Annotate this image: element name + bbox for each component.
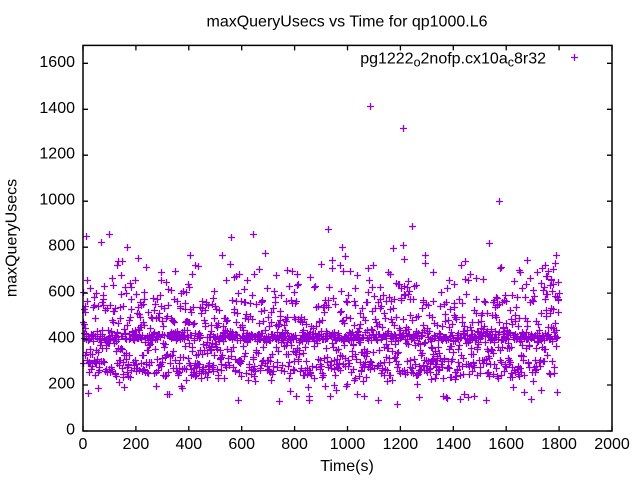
svg-text:1400: 1400 xyxy=(436,436,472,453)
svg-text:1200: 1200 xyxy=(39,146,75,163)
svg-text:200: 200 xyxy=(48,376,75,393)
svg-text:800: 800 xyxy=(281,436,308,453)
svg-text:pg1222o2nofp.cx10ac8r32: pg1222o2nofp.cx10ac8r32 xyxy=(360,50,546,69)
svg-text:600: 600 xyxy=(228,436,255,453)
svg-text:2000: 2000 xyxy=(594,436,630,453)
svg-text:1000: 1000 xyxy=(330,436,366,453)
svg-text:1200: 1200 xyxy=(383,436,419,453)
svg-text:600: 600 xyxy=(48,284,75,301)
svg-text:800: 800 xyxy=(48,238,75,255)
svg-text:400: 400 xyxy=(48,330,75,347)
svg-text:0: 0 xyxy=(66,422,75,439)
svg-text:maxQueryUsecs vs Time for qp10: maxQueryUsecs vs Time for qp1000.L6 xyxy=(206,14,487,31)
svg-text:Time(s): Time(s) xyxy=(320,458,374,475)
svg-text:200: 200 xyxy=(123,436,150,453)
svg-text:1000: 1000 xyxy=(39,192,75,209)
svg-text:1600: 1600 xyxy=(39,54,75,71)
svg-text:0: 0 xyxy=(79,436,88,453)
svg-text:400: 400 xyxy=(175,436,202,453)
svg-text:1800: 1800 xyxy=(541,436,577,453)
svg-text:1600: 1600 xyxy=(488,436,524,453)
svg-text:maxQueryUsecs: maxQueryUsecs xyxy=(4,179,21,297)
svg-text:1400: 1400 xyxy=(39,100,75,117)
